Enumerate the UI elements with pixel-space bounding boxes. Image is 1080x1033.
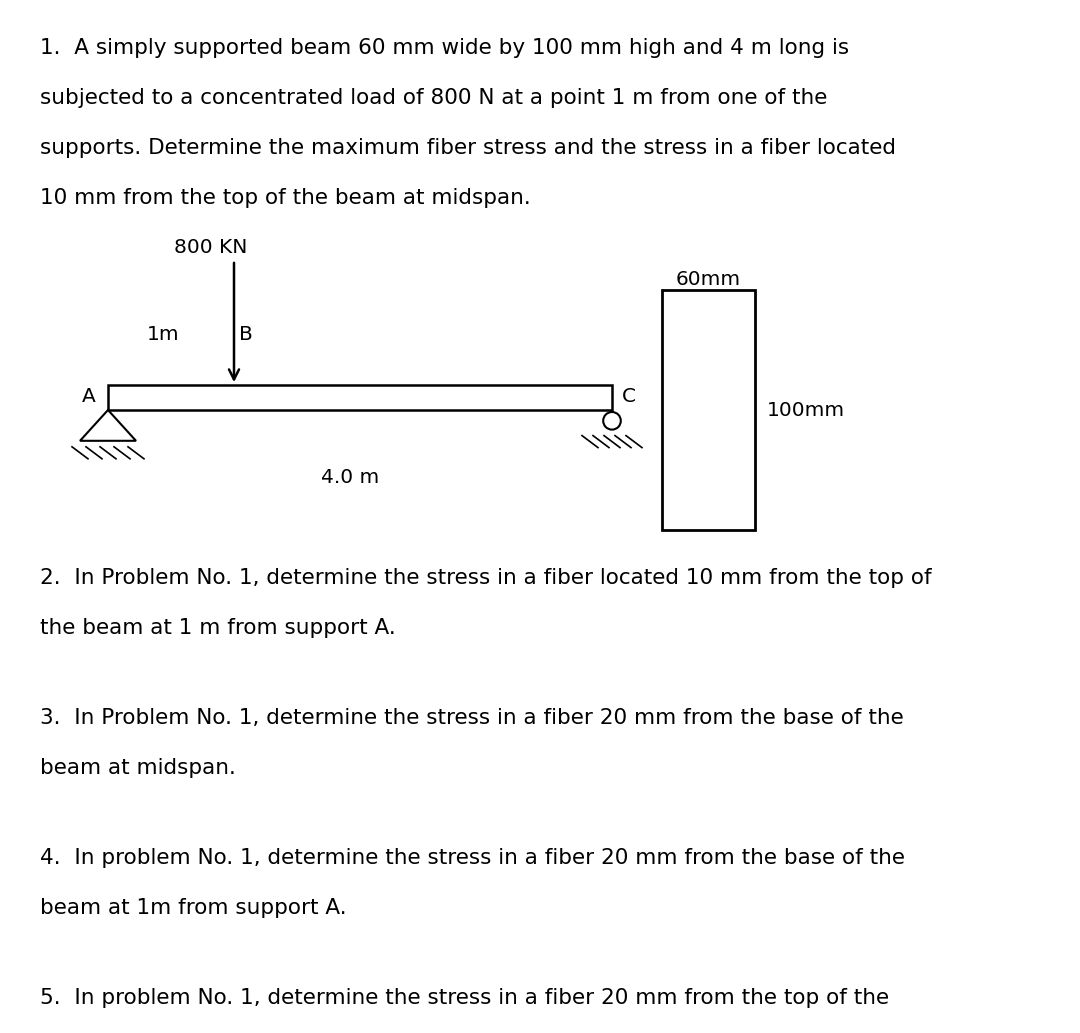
Bar bbox=[108, 385, 612, 410]
Text: beam at 1m from support A.: beam at 1m from support A. bbox=[40, 898, 347, 918]
Text: 4.  In problem No. 1, determine the stress in a fiber 20 mm from the base of the: 4. In problem No. 1, determine the stres… bbox=[40, 848, 905, 868]
Text: 60mm: 60mm bbox=[676, 270, 741, 289]
Bar bbox=[662, 290, 755, 530]
Text: beam at midspan.: beam at midspan. bbox=[40, 758, 235, 778]
Text: 5.  In problem No. 1, determine the stress in a fiber 20 mm from the top of the: 5. In problem No. 1, determine the stres… bbox=[40, 988, 889, 1008]
Text: 100mm: 100mm bbox=[767, 401, 846, 419]
Text: the beam at 1 m from support A.: the beam at 1 m from support A. bbox=[40, 618, 395, 638]
Text: 1.  A simply supported beam 60 mm wide by 100 mm high and 4 m long is: 1. A simply supported beam 60 mm wide by… bbox=[40, 38, 849, 58]
Text: C: C bbox=[622, 386, 636, 406]
Text: supports. Determine the maximum fiber stress and the stress in a fiber located: supports. Determine the maximum fiber st… bbox=[40, 138, 896, 158]
Circle shape bbox=[604, 412, 621, 430]
Text: subjected to a concentrated load of 800 N at a point 1 m from one of the: subjected to a concentrated load of 800 … bbox=[40, 88, 827, 108]
Polygon shape bbox=[80, 410, 136, 441]
Text: B: B bbox=[239, 325, 253, 344]
Text: 2.  In Problem No. 1, determine the stress in a fiber located 10 mm from the top: 2. In Problem No. 1, determine the stres… bbox=[40, 568, 932, 588]
Text: 1m: 1m bbox=[147, 325, 179, 344]
Text: 4.0 m: 4.0 m bbox=[321, 468, 379, 487]
Text: 3.  In Problem No. 1, determine the stress in a fiber 20 mm from the base of the: 3. In Problem No. 1, determine the stres… bbox=[40, 708, 904, 728]
Text: A: A bbox=[82, 386, 96, 406]
Text: 800 KN: 800 KN bbox=[174, 238, 247, 257]
Text: 10 mm from the top of the beam at midspan.: 10 mm from the top of the beam at midspa… bbox=[40, 188, 530, 208]
